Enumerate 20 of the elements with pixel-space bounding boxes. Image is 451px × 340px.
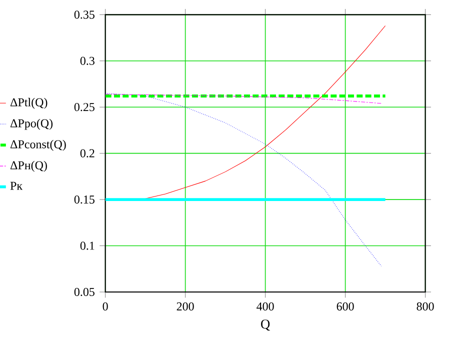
- y-tick-label: 0.25: [74, 103, 94, 112]
- y-tick-label: 0.05: [74, 288, 94, 296]
- x-tick-label: 0: [102, 302, 108, 310]
- line-series: [105, 92, 382, 266]
- x-tick-label: 600: [336, 302, 354, 310]
- x-tick-label: 400: [256, 302, 274, 310]
- x-tick-label: 200: [176, 302, 194, 310]
- y-tick-label: 0.1: [80, 242, 94, 250]
- y-tick-label: 0.2: [80, 149, 94, 158]
- y-tick-label: 0.3: [80, 56, 94, 65]
- legend-label: ΔPpo(Q): [10, 118, 53, 130]
- x-axis-title: Q: [261, 320, 270, 331]
- y-tick-label: 0.15: [74, 195, 94, 204]
- legend-label: ΔPconst(Q): [10, 140, 66, 151]
- line-series: [105, 94, 382, 104]
- legend-label: Pк: [10, 182, 23, 190]
- legend-label: ΔPн(Q): [10, 160, 47, 172]
- y-tick-label: 0.35: [74, 10, 94, 19]
- x-tick-label: 800: [416, 302, 434, 310]
- legend-label: ΔPtl(Q): [10, 98, 48, 109]
